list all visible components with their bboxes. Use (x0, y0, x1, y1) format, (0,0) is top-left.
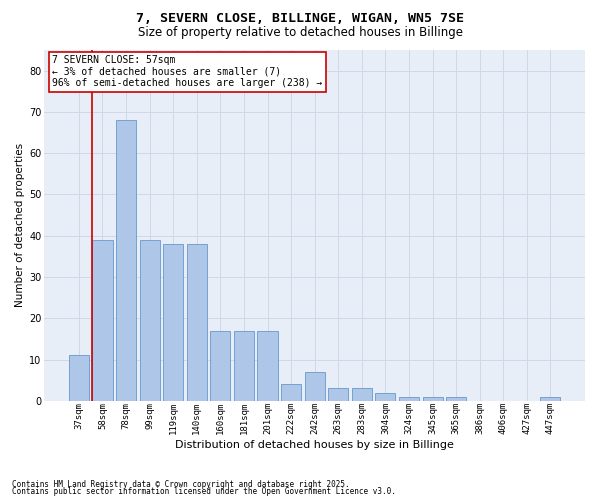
Bar (140, 240, 160, 401)
Bar (281, 384, 301, 401)
Text: 7, SEVERN CLOSE, BILLINGE, WIGAN, WN5 7SE: 7, SEVERN CLOSE, BILLINGE, WIGAN, WN5 7S… (136, 12, 464, 26)
Text: Contains HM Land Registry data © Crown copyright and database right 2025.: Contains HM Land Registry data © Crown c… (12, 480, 350, 489)
Bar (352, 388, 372, 401)
Bar (163, 244, 183, 401)
Bar (399, 396, 419, 401)
Bar (187, 244, 207, 401)
Text: 7 SEVERN CLOSE: 57sqm
← 3% of detached houses are smaller (7)
96% of semi-detach: 7 SEVERN CLOSE: 57sqm ← 3% of detached h… (52, 56, 323, 88)
Bar (257, 330, 278, 401)
Bar (211, 330, 230, 401)
Bar (234, 330, 254, 401)
Bar (116, 120, 136, 401)
Bar (541, 396, 560, 401)
X-axis label: Distribution of detached houses by size in Billinge: Distribution of detached houses by size … (175, 440, 454, 450)
Text: Size of property relative to detached houses in Billinge: Size of property relative to detached ho… (137, 26, 463, 39)
Bar (92, 240, 113, 401)
Y-axis label: Number of detached properties: Number of detached properties (15, 144, 25, 308)
Bar (446, 396, 466, 401)
Bar (328, 388, 348, 401)
Bar (305, 372, 325, 401)
Bar (422, 396, 443, 401)
Bar (69, 356, 89, 401)
Bar (376, 392, 395, 401)
Text: Contains public sector information licensed under the Open Government Licence v3: Contains public sector information licen… (12, 487, 396, 496)
